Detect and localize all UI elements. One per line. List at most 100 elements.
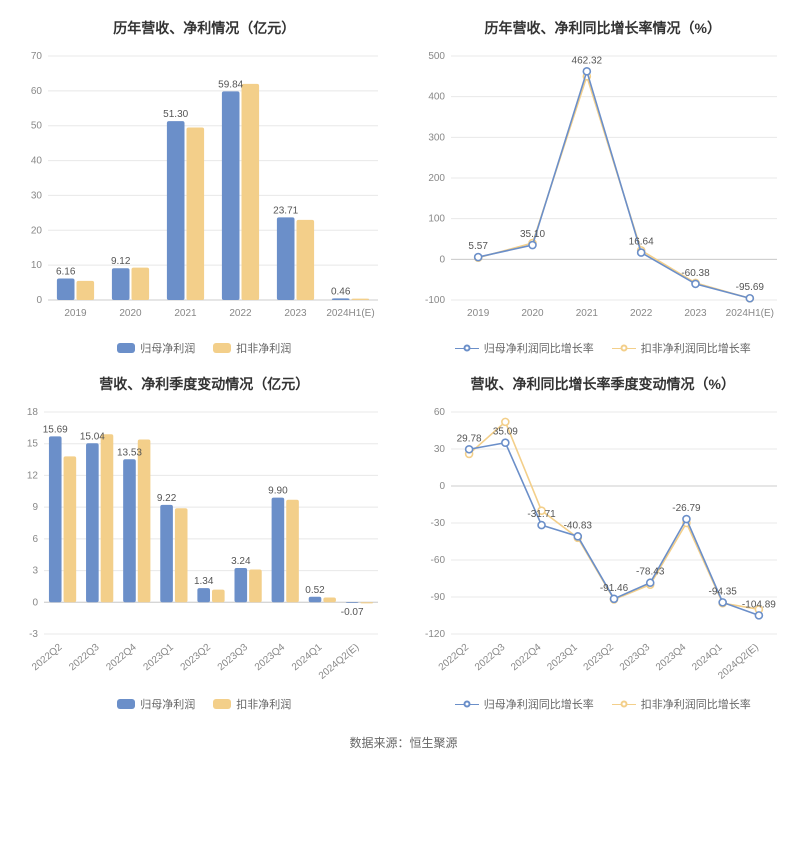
chart1-legend: 归母净利润 扣非净利润 xyxy=(10,340,399,356)
svg-text:3: 3 xyxy=(32,566,38,577)
chart4-legend-label-0: 归母净利润同比增长率 xyxy=(484,696,594,712)
chart4-swatch-1 xyxy=(612,699,636,709)
svg-text:15.04: 15.04 xyxy=(80,431,105,442)
svg-text:-95.69: -95.69 xyxy=(735,282,764,293)
svg-text:20: 20 xyxy=(31,225,43,236)
svg-text:2019: 2019 xyxy=(64,308,87,319)
svg-text:2023: 2023 xyxy=(284,308,307,319)
svg-text:462.32: 462.32 xyxy=(571,55,602,66)
svg-text:2022: 2022 xyxy=(229,308,252,319)
svg-text:2023Q1: 2023Q1 xyxy=(545,642,580,674)
svg-text:2020: 2020 xyxy=(119,308,142,319)
svg-text:2022Q4: 2022Q4 xyxy=(104,642,139,674)
svg-text:2023Q3: 2023Q3 xyxy=(216,642,251,674)
svg-text:3.24: 3.24 xyxy=(231,556,251,567)
chart3-svg: -303691215182022Q22022Q32022Q42023Q12023… xyxy=(10,406,390,686)
svg-text:2024Q1: 2024Q1 xyxy=(290,642,325,674)
svg-text:6.16: 6.16 xyxy=(56,267,76,278)
svg-text:2022Q3: 2022Q3 xyxy=(472,642,507,674)
chart3-legend-label-0: 归母净利润 xyxy=(140,696,195,712)
svg-text:18: 18 xyxy=(27,407,39,418)
svg-text:30: 30 xyxy=(433,444,445,455)
svg-text:10: 10 xyxy=(31,260,43,271)
svg-text:-26.79: -26.79 xyxy=(672,503,701,514)
svg-text:2022Q2: 2022Q2 xyxy=(436,642,471,674)
svg-text:2022Q2: 2022Q2 xyxy=(30,642,65,674)
svg-text:13.53: 13.53 xyxy=(117,447,142,458)
svg-text:6: 6 xyxy=(32,534,38,545)
svg-text:2024H1(E): 2024H1(E) xyxy=(725,308,773,319)
svg-text:2024Q2(E): 2024Q2(E) xyxy=(317,642,362,682)
svg-text:0.52: 0.52 xyxy=(305,585,325,596)
chart3-swatch-1 xyxy=(213,699,231,709)
chart1-swatch-0 xyxy=(117,343,135,353)
chart2-title: 历年营收、净利同比增长率情况（%） xyxy=(409,18,798,38)
svg-text:2019: 2019 xyxy=(467,308,490,319)
svg-text:51.30: 51.30 xyxy=(163,109,188,120)
chart2-legend-item-0: 归母净利润同比增长率 xyxy=(455,340,594,356)
svg-text:2020: 2020 xyxy=(521,308,544,319)
svg-text:-120: -120 xyxy=(424,629,444,640)
data-source-line: 数据来源：恒生聚源 xyxy=(10,734,797,751)
svg-text:-31.71: -31.71 xyxy=(527,509,556,520)
chart-grid: 历年营收、净利情况（亿元） 01020304050607020192020202… xyxy=(10,10,797,712)
svg-text:2023Q2: 2023Q2 xyxy=(179,642,214,674)
chart1-legend-item-0: 归母净利润 xyxy=(117,340,195,356)
svg-text:2022: 2022 xyxy=(630,308,653,319)
svg-text:1.34: 1.34 xyxy=(194,576,214,587)
chart1-legend-label-1: 扣非净利润 xyxy=(236,340,291,356)
svg-text:59.84: 59.84 xyxy=(218,79,243,90)
svg-text:12: 12 xyxy=(27,470,39,481)
chart2-swatch-0 xyxy=(455,343,479,353)
svg-text:2023Q4: 2023Q4 xyxy=(654,642,689,674)
svg-text:0: 0 xyxy=(32,597,38,608)
svg-text:2023Q4: 2023Q4 xyxy=(253,642,288,674)
svg-text:29.78: 29.78 xyxy=(456,433,481,444)
chart3-legend-item-0: 归母净利润 xyxy=(117,696,195,712)
svg-text:40: 40 xyxy=(31,156,43,167)
svg-text:-3: -3 xyxy=(29,629,38,640)
panel-annual-growth-line: 历年营收、净利同比增长率情况（%） -100010020030040050020… xyxy=(409,10,798,356)
svg-text:50: 50 xyxy=(31,121,43,132)
chart2-legend-item-1: 扣非净利润同比增长率 xyxy=(612,340,751,356)
svg-text:30: 30 xyxy=(31,190,43,201)
chart4-legend-item-0: 归母净利润同比增长率 xyxy=(455,696,594,712)
chart4-swatch-0 xyxy=(455,699,479,709)
svg-text:-78.43: -78.43 xyxy=(636,567,665,578)
svg-text:0.46: 0.46 xyxy=(331,286,351,297)
svg-text:60: 60 xyxy=(433,407,445,418)
svg-text:15: 15 xyxy=(27,439,39,450)
svg-text:-60.38: -60.38 xyxy=(681,268,710,279)
svg-text:500: 500 xyxy=(428,51,445,62)
svg-text:60: 60 xyxy=(31,86,43,97)
chart3-legend: 归母净利润 扣非净利润 xyxy=(10,696,399,712)
svg-text:-60: -60 xyxy=(430,555,445,566)
svg-text:0: 0 xyxy=(439,481,445,492)
chart1-swatch-1 xyxy=(213,343,231,353)
chart2-svg: -100010020030040050020192020202120222023… xyxy=(409,50,789,330)
svg-text:2021: 2021 xyxy=(174,308,197,319)
svg-text:-100: -100 xyxy=(424,295,444,306)
svg-text:9.22: 9.22 xyxy=(157,493,177,504)
svg-text:9: 9 xyxy=(32,502,38,513)
svg-text:15.69: 15.69 xyxy=(43,424,68,435)
svg-text:2023: 2023 xyxy=(684,308,707,319)
svg-text:35.09: 35.09 xyxy=(492,427,517,438)
svg-text:2023Q2: 2023Q2 xyxy=(581,642,616,674)
chart3-title: 营收、净利季度变动情况（亿元） xyxy=(10,374,399,394)
chart1-title: 历年营收、净利情况（亿元） xyxy=(10,18,399,38)
svg-text:100: 100 xyxy=(428,214,445,225)
svg-text:2024Q2(E): 2024Q2(E) xyxy=(716,642,761,682)
chart4-svg: -120-90-60-30030602022Q22022Q32022Q42023… xyxy=(409,406,789,686)
svg-text:-104.89: -104.89 xyxy=(741,599,775,610)
panel-quarterly-growth-line: 营收、净利同比增长率季度变动情况（%） -120-90-60-300306020… xyxy=(409,366,798,712)
svg-text:9.90: 9.90 xyxy=(268,486,288,497)
chart1-legend-label-0: 归母净利润 xyxy=(140,340,195,356)
chart3-legend-item-1: 扣非净利润 xyxy=(213,696,291,712)
chart4-legend-label-1: 扣非净利润同比增长率 xyxy=(641,696,751,712)
svg-text:2021: 2021 xyxy=(575,308,598,319)
svg-text:2022Q3: 2022Q3 xyxy=(67,642,102,674)
svg-text:5.57: 5.57 xyxy=(468,241,488,252)
svg-text:2023Q1: 2023Q1 xyxy=(141,642,176,674)
chart3-swatch-0 xyxy=(117,699,135,709)
